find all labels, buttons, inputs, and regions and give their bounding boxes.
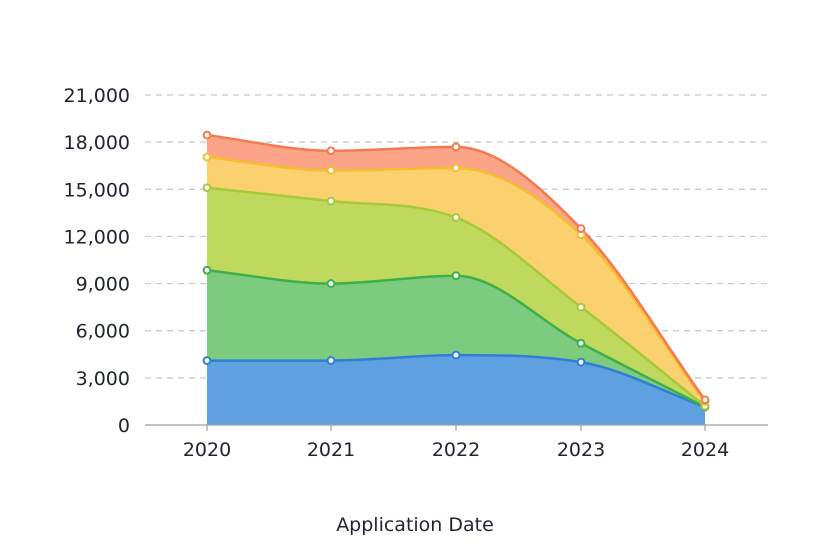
- chart-canvas: 0 3,000 6,000 9,000 12,000 15,000 18,000 21,000…: [0, 0, 832, 556]
- y-tick-label: 6,000: [76, 321, 130, 343]
- series-4-point[interactable]: [453, 165, 460, 172]
- series-3-point[interactable]: [328, 198, 335, 205]
- series-2-point[interactable]: [453, 272, 460, 279]
- series-2-point[interactable]: [204, 267, 211, 274]
- series-1-point[interactable]: [204, 357, 211, 364]
- series-3-point[interactable]: [204, 184, 211, 191]
- y-tick-label: 12,000: [64, 226, 130, 248]
- y-tick-label: 0: [118, 415, 130, 437]
- series-4-point[interactable]: [204, 154, 211, 161]
- y-tick-label: 18,000: [64, 132, 130, 154]
- series-5-point[interactable]: [453, 143, 460, 150]
- x-tick-label: 2021: [307, 439, 355, 461]
- series-1-point[interactable]: [453, 352, 460, 359]
- x-tick-label: 2020: [183, 439, 231, 461]
- series-2-point[interactable]: [578, 340, 585, 347]
- series-5-point[interactable]: [204, 132, 211, 139]
- x-tick-label: 2023: [557, 439, 605, 461]
- series-5-point[interactable]: [328, 147, 335, 154]
- series-4-point[interactable]: [328, 167, 335, 174]
- series-1-point[interactable]: [328, 357, 335, 364]
- series-5-point[interactable]: [578, 225, 585, 232]
- series-2-point[interactable]: [328, 280, 335, 287]
- y-tick-label: 9,000: [76, 274, 130, 296]
- stacked-area-chart: 0 3,000 6,000 9,000 12,000 15,000 18,000 21,000…: [0, 0, 832, 556]
- y-tick-label: 3,000: [76, 368, 130, 390]
- x-tick-label: 2024: [681, 439, 729, 461]
- series-1-point[interactable]: [578, 359, 585, 366]
- y-tick-label: 15,000: [64, 179, 130, 201]
- y-tick-label: 21,000: [64, 85, 130, 107]
- series-3-point[interactable]: [453, 214, 460, 221]
- series-3-point[interactable]: [578, 304, 585, 311]
- axes: [145, 425, 768, 431]
- x-tick-label: 2022: [432, 439, 480, 461]
- x-axis-title: Application Date: [336, 514, 494, 536]
- series-5-point[interactable]: [702, 396, 709, 403]
